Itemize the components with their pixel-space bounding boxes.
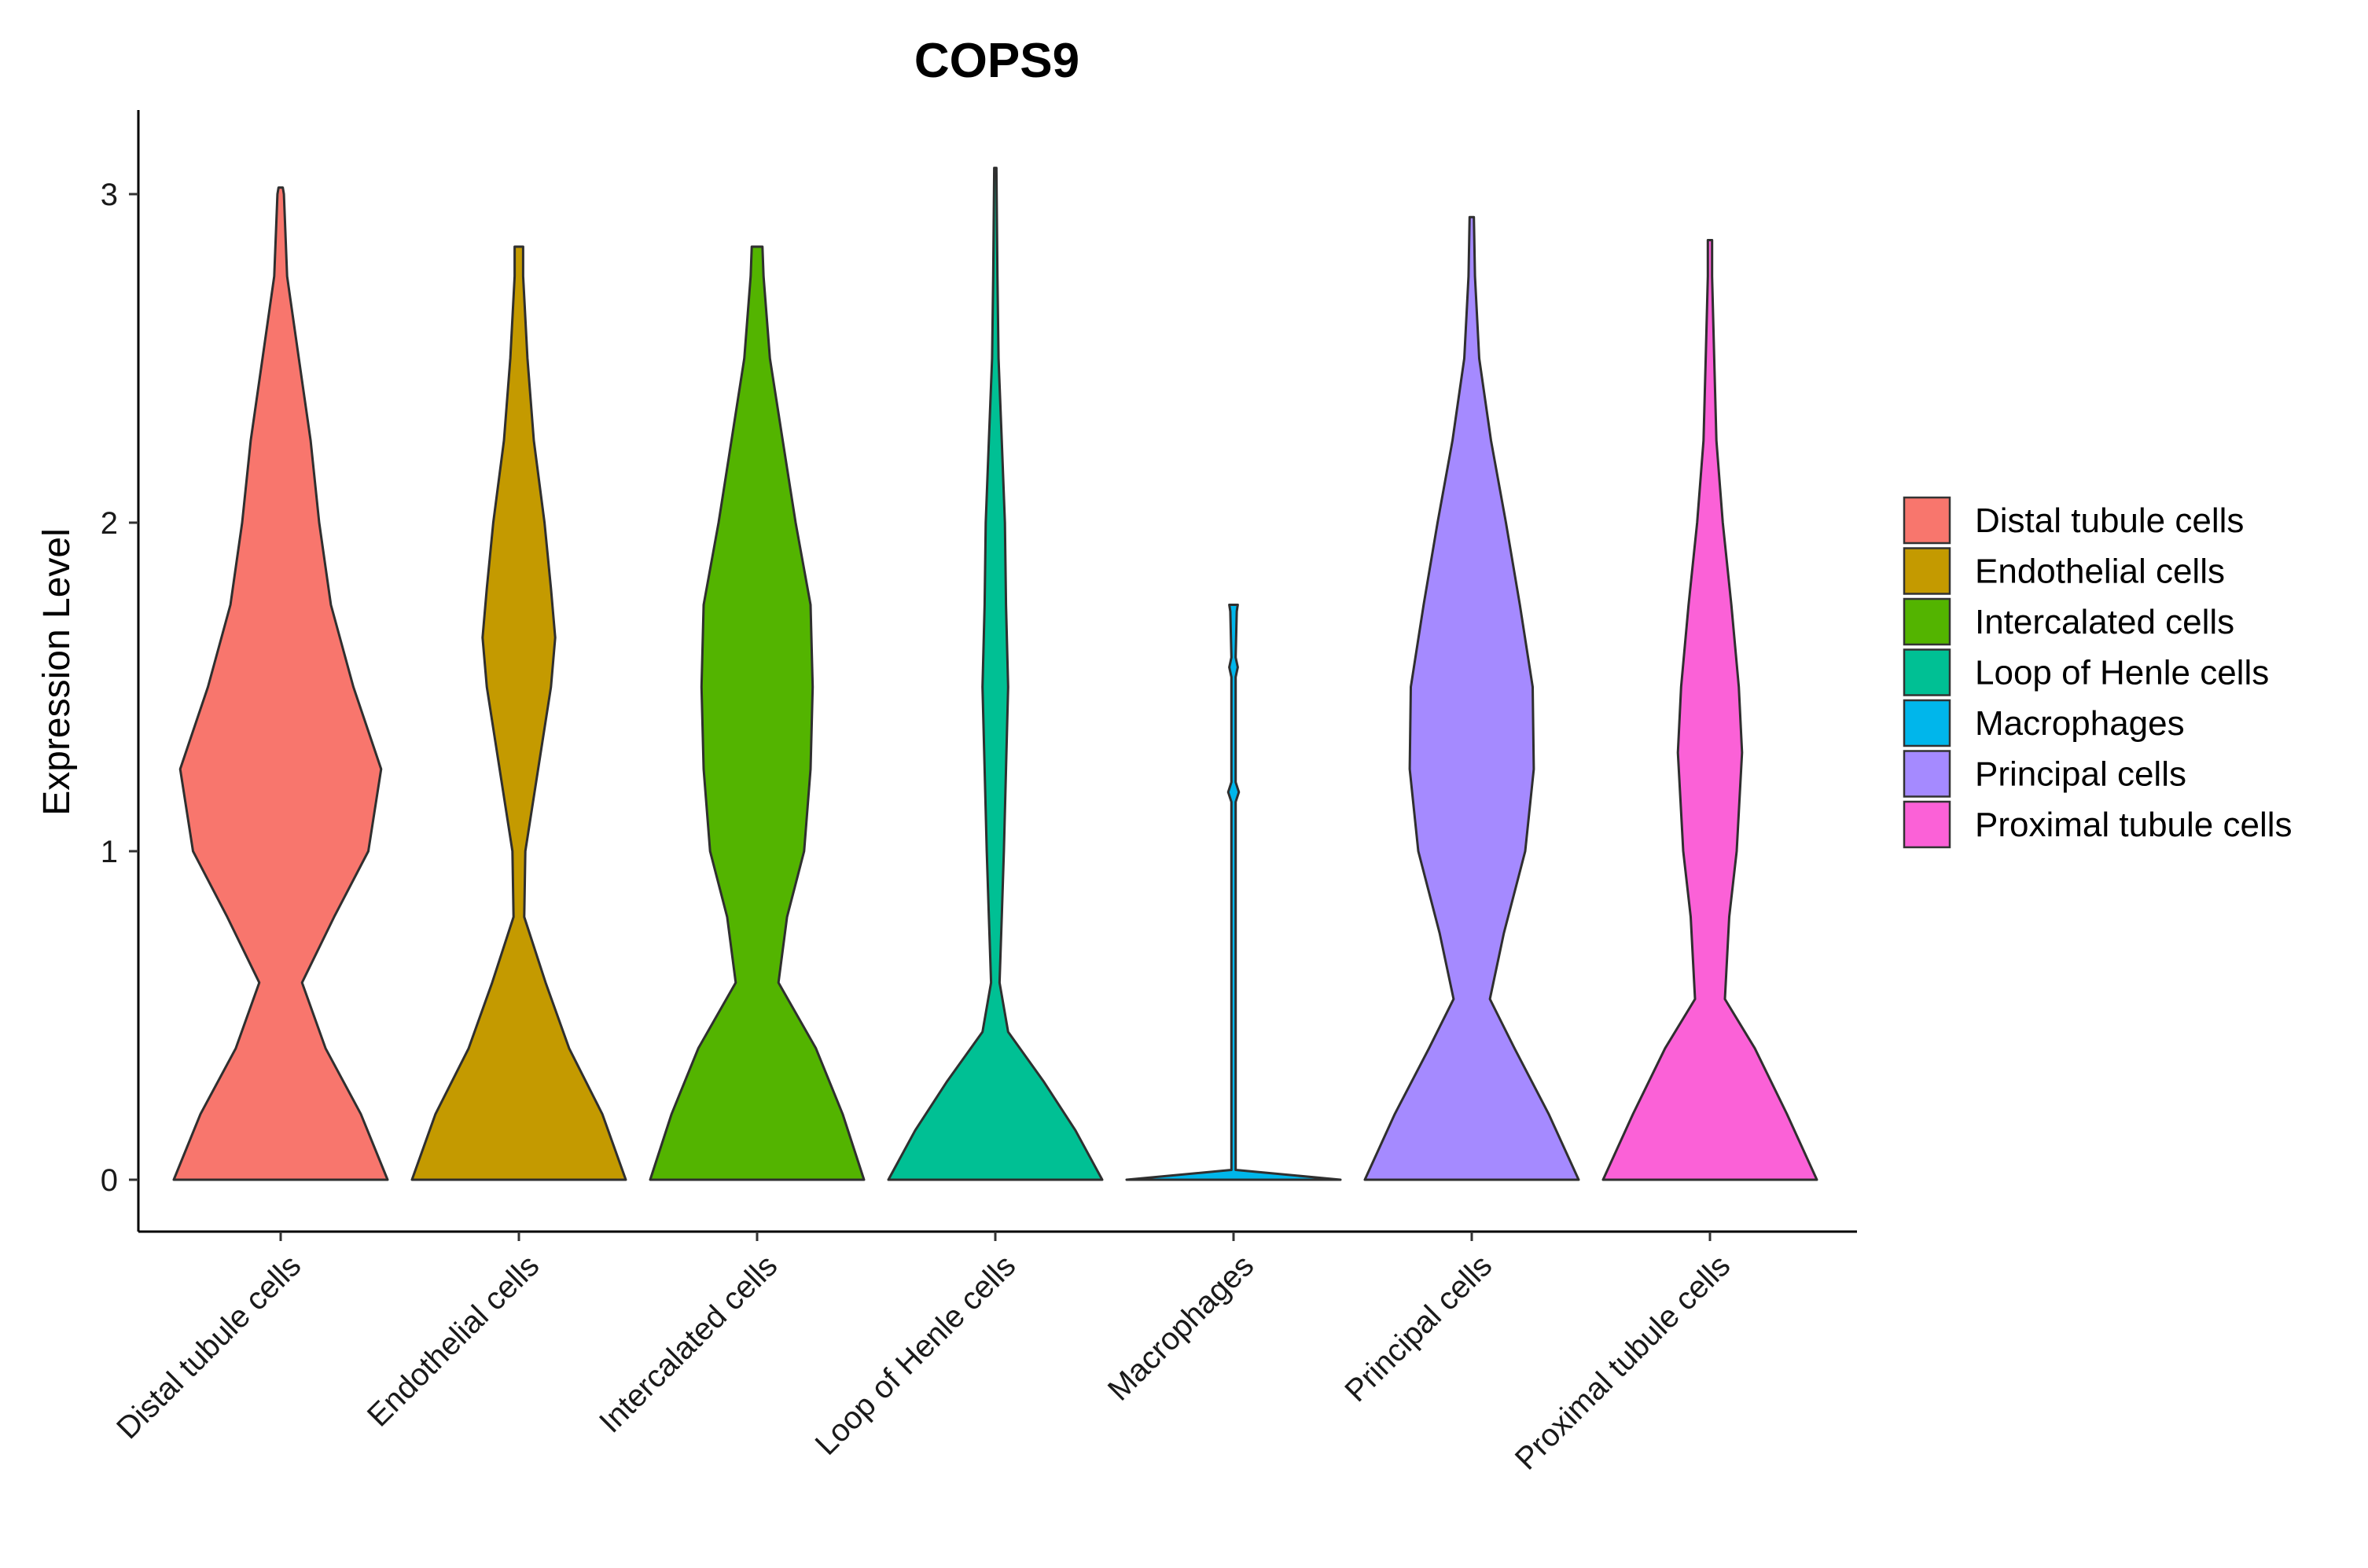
legend-label: Intercalated cells: [1975, 603, 2234, 641]
legend-label: Distal tubule cells: [1975, 501, 2244, 540]
x-tick-label: Principal cells: [1338, 1248, 1498, 1408]
violin-distal-tubule-cells: [172, 186, 389, 1181]
y-axis-label: Expression Level: [36, 528, 78, 816]
x-tick-label: Intercalated cells: [593, 1248, 784, 1439]
violin-endothelial-cells: [410, 245, 627, 1181]
legend-label: Loop of Henle cells: [1975, 654, 2269, 692]
legend-label: Principal cells: [1975, 755, 2186, 794]
chart-title: COPS9: [914, 34, 1079, 88]
legend-label: Endothelial cells: [1975, 553, 2225, 591]
x-tick-label: Endothelial cells: [361, 1248, 546, 1434]
legend-swatch: [1903, 648, 1951, 696]
legend-swatch: [1903, 750, 1951, 798]
violin-macrophages: [1125, 604, 1342, 1181]
violin-loop-of-henle-cells: [887, 167, 1104, 1181]
x-tick-label: Distal tubule cells: [110, 1248, 307, 1445]
violin-layer: [172, 167, 1818, 1181]
x-axis: Distal tubule cells Endothelial cells Inte…: [110, 1230, 1857, 1477]
legend-swatch: [1903, 547, 1951, 595]
legend-label: Proximal tubule cells: [1975, 806, 2293, 844]
y-tick-label: 2: [101, 506, 118, 541]
x-tick-label: Proximal tubule cells: [1509, 1248, 1737, 1476]
legend-swatch: [1903, 699, 1951, 747]
violin-proximal-tubule-cells: [1601, 239, 1818, 1181]
y-axis: 0 1 2 3: [101, 110, 140, 1232]
x-tick-label: Loop of Henle cells: [809, 1248, 1023, 1462]
legend: Distal tubule cells Endothelial cells Inte…: [1903, 496, 2293, 849]
y-tick-label: 3: [101, 178, 118, 212]
y-tick-label: 1: [101, 835, 118, 869]
legend-swatch: [1903, 496, 1951, 545]
x-tick-label: Macrophages: [1101, 1248, 1260, 1407]
legend-swatch: [1903, 597, 1951, 646]
violin-intercalated-cells: [649, 245, 866, 1181]
violin-principal-cells: [1363, 215, 1580, 1181]
y-tick-label: 0: [101, 1163, 118, 1198]
legend-swatch: [1903, 800, 1951, 849]
legend-label: Macrophages: [1975, 704, 2185, 743]
